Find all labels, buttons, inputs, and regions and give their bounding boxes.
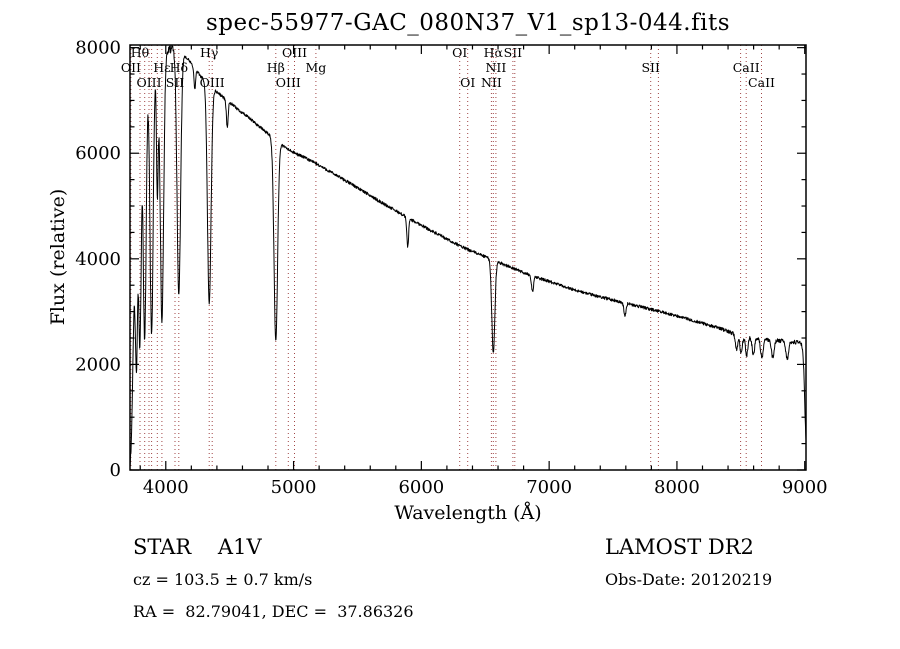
spectral-line-label: NII bbox=[481, 75, 502, 90]
y-tick-label: 2000 bbox=[75, 354, 121, 375]
spectral-line-label: NII bbox=[485, 60, 506, 75]
spectral-line-label: CaII bbox=[733, 60, 760, 75]
spectral-line-label: OIII bbox=[200, 75, 225, 90]
x-tick-label: 8000 bbox=[654, 477, 700, 498]
plot-border bbox=[129, 44, 807, 471]
spectrum-trace bbox=[129, 44, 807, 467]
x-tick-label: 5000 bbox=[271, 477, 317, 498]
obs-date-label: Obs-Date: 20120219 bbox=[605, 570, 773, 589]
spectral-line-label: OIII bbox=[282, 45, 307, 60]
spectral-line-label: SII bbox=[641, 60, 660, 75]
spectral-line-label: CaII bbox=[748, 75, 775, 90]
x-axis-label: Wavelength (Å) bbox=[394, 502, 542, 524]
spectral-line-label: Hβ bbox=[267, 60, 285, 75]
spectral-line-label: OIII bbox=[136, 75, 161, 90]
survey-label: LAMOST DR2 bbox=[605, 535, 754, 559]
object-class-label: STAR A1V bbox=[133, 535, 262, 559]
spectral-line-label: Hε bbox=[153, 60, 170, 75]
spectral-line-label: OIII bbox=[276, 75, 301, 90]
y-tick-label: 6000 bbox=[75, 143, 121, 164]
spectral-line-label: Mg bbox=[305, 60, 326, 75]
spectral-line-label: Hγ bbox=[200, 45, 218, 60]
x-tick-label: 4000 bbox=[143, 477, 189, 498]
spectral-line-label: SII bbox=[504, 45, 523, 60]
y-tick-label: 4000 bbox=[75, 249, 121, 270]
y-tick-label: 8000 bbox=[75, 38, 121, 59]
spectral-line-label: Hθ bbox=[131, 45, 149, 60]
spectral-line-label: Hα bbox=[484, 45, 504, 60]
x-tick-label: 9000 bbox=[782, 477, 828, 498]
plot-title: spec-55977-GAC_080N37_V1_sp13-044.fits bbox=[205, 10, 731, 36]
y-tick-label: 0 bbox=[110, 460, 121, 481]
x-tick-label: 7000 bbox=[526, 477, 572, 498]
spectral-line-label: OI bbox=[460, 75, 475, 90]
spectral-line-label: Hδ bbox=[170, 60, 188, 75]
spectral-line-label: OII bbox=[121, 60, 141, 75]
spectral-line-label: OI bbox=[452, 45, 467, 60]
x-tick-label: 6000 bbox=[398, 477, 444, 498]
radial-velocity-label: cz = 103.5 ± 0.7 km/s bbox=[133, 570, 313, 589]
ra-dec-label: RA = 82.79041, DEC = 37.86326 bbox=[133, 602, 414, 621]
